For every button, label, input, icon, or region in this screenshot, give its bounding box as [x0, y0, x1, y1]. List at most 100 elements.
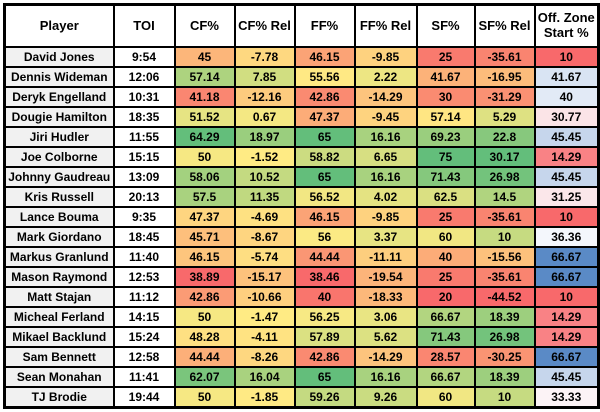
cell-cf-rel: -5.74 [233, 246, 296, 268]
cell-cf-rel: -7.78 [233, 46, 296, 68]
col-header-sf-pct: SF% [415, 3, 476, 48]
cell-sf-rel: 10 [473, 226, 536, 248]
cell-sf-rel: -35.61 [473, 206, 536, 228]
cell-ff-rel: 5.62 [353, 326, 418, 348]
player-row: Kris Russell 20:13 57.5 11.35 56.52 4.02 62.5 1… [3, 186, 600, 208]
player-row: Lance Bouma 9:35 47.37 -4.69 46.15 -9.85 25 -35… [3, 206, 600, 228]
cell-sf: 62.5 [415, 186, 476, 208]
player-row: Jiri Hudler 11:55 64.29 18.97 65 16.16 69.23 22… [3, 126, 600, 148]
cell-player: Sam Bennett [3, 346, 115, 368]
player-row: Sam Bennett 12:58 44.44 -8.26 42.86 -14.29 28.… [3, 346, 600, 368]
cell-ff: 47.37 [293, 106, 356, 128]
cell-ff: 58.82 [293, 146, 356, 168]
cell-ff-rel: -18.33 [353, 286, 418, 308]
cell-ff-rel: 3.06 [353, 306, 418, 328]
cell-cf-rel: 0.67 [233, 106, 296, 128]
cell-ff-rel: -9.85 [353, 46, 418, 68]
player-row: Mark Giordano 18:45 45.71 -8.67 56 3.37 60 10 36… [3, 226, 600, 248]
cell-ff-rel: 6.65 [353, 146, 418, 168]
cell-sf: 41.67 [415, 66, 476, 88]
cell-toi: 13:09 [112, 166, 176, 188]
table-body: David Jones 9:54 45 -7.78 46.15 -9.85 25 -35.61… [3, 46, 600, 409]
cell-cf: 50 [173, 386, 236, 409]
player-row: Dennis Wideman 12:06 57.14 7.85 55.56 2.22 41.… [3, 66, 600, 88]
player-row: David Jones 9:54 45 -7.78 46.15 -9.85 25 -35.61… [3, 46, 600, 68]
cell-cf-rel: -4.11 [233, 326, 296, 348]
cell-ff: 56 [293, 226, 356, 248]
cell-toi: 11:12 [112, 286, 176, 308]
cell-toi: 18:45 [112, 226, 176, 248]
cell-ff-rel: 4.02 [353, 186, 418, 208]
cell-cf-rel: -8.26 [233, 346, 296, 368]
col-header-ff-pct: FF% [293, 3, 356, 48]
cell-toi: 12:58 [112, 346, 176, 368]
cell-player: Micheal Ferland [3, 306, 115, 328]
cell-cf-rel: 18.97 [233, 126, 296, 148]
cell-player: Joe Colborne [3, 146, 115, 168]
cell-ozs: 31.25 [533, 186, 600, 208]
cell-ff-rel: -14.29 [353, 346, 418, 368]
cell-toi: 9:54 [112, 46, 176, 68]
cell-toi: 10:31 [112, 86, 176, 108]
cell-sf: 25 [415, 206, 476, 228]
cell-toi: 14:15 [112, 306, 176, 328]
cell-player: Jiri Hudler [3, 126, 115, 148]
cell-ozs: 66.67 [533, 346, 600, 368]
cell-player: Matt Stajan [3, 286, 115, 308]
cell-cf: 58.06 [173, 166, 236, 188]
cell-cf: 51.52 [173, 106, 236, 128]
cell-cf: 38.89 [173, 266, 236, 288]
cell-sf-rel: -31.29 [473, 86, 536, 108]
cell-ff-rel: -11.11 [353, 246, 418, 268]
cell-player: Kris Russell [3, 186, 115, 208]
player-row: Mason Raymond 12:53 38.89 -15.17 38.46 -19.54… [3, 266, 600, 288]
cell-cf-rel: 10.52 [233, 166, 296, 188]
cell-cf-rel: -10.66 [233, 286, 296, 308]
cell-sf: 71.43 [415, 166, 476, 188]
cell-ff: 44.44 [293, 246, 356, 268]
cell-ff: 56.25 [293, 306, 356, 328]
cell-player: Dennis Wideman [3, 66, 115, 88]
cell-toi: 15:15 [112, 146, 176, 168]
cell-cf: 50 [173, 146, 236, 168]
stats-table: Player TOI CF% CF% Rel FF% FF% Rel SF% S… [3, 3, 600, 409]
cell-toi: 19:44 [112, 386, 176, 409]
cell-cf-rel: 11.35 [233, 186, 296, 208]
player-row: Matt Stajan 11:12 42.86 -10.66 40 -18.33 20 -44… [3, 286, 600, 308]
col-header-toi: TOI [112, 3, 176, 48]
cell-ff-rel: 2.22 [353, 66, 418, 88]
cell-ff-rel: 3.37 [353, 226, 418, 248]
cell-player: Sean Monahan [3, 366, 115, 388]
cell-ff-rel: -19.54 [353, 266, 418, 288]
cell-ozs: 45.45 [533, 166, 600, 188]
col-header-sf-rel: SF% Rel [473, 3, 536, 48]
cell-toi: 9:35 [112, 206, 176, 228]
cell-ff: 65 [293, 126, 356, 148]
cell-ozs: 66.67 [533, 266, 600, 288]
cell-ozs: 45.45 [533, 366, 600, 388]
cell-ff-rel: -9.85 [353, 206, 418, 228]
cell-player: Mikael Backlund [3, 326, 115, 348]
player-row: Micheal Ferland 14:15 50 -1.47 56.25 3.06 66.6… [3, 306, 600, 328]
cell-ozs: 45.45 [533, 126, 600, 148]
col-header-cf-pct: CF% [173, 3, 236, 48]
cell-sf: 28.57 [415, 346, 476, 368]
player-row: TJ Brodie 19:44 50 -1.85 59.26 9.26 60 10 33.33 [3, 386, 600, 409]
cell-cf-rel: -15.17 [233, 266, 296, 288]
cell-ozs: 10 [533, 286, 600, 308]
cell-cf-rel: -8.67 [233, 226, 296, 248]
cell-sf-rel: 5.29 [473, 106, 536, 128]
col-header-cf-rel: CF% Rel [233, 3, 296, 48]
header-row: Player TOI CF% CF% Rel FF% FF% Rel SF% S… [3, 3, 600, 48]
cell-sf-rel: -35.61 [473, 46, 536, 68]
cell-player: Dougie Hamilton [3, 106, 115, 128]
cell-ff-rel: -14.29 [353, 86, 418, 108]
cell-cf: 41.18 [173, 86, 236, 108]
cell-ozs: 10 [533, 46, 600, 68]
cell-sf: 71.43 [415, 326, 476, 348]
cell-cf: 50 [173, 306, 236, 328]
cell-toi: 11:55 [112, 126, 176, 148]
cell-sf-rel: 22.8 [473, 126, 536, 148]
cell-sf: 40 [415, 246, 476, 268]
cell-ozs: 14.29 [533, 306, 600, 328]
